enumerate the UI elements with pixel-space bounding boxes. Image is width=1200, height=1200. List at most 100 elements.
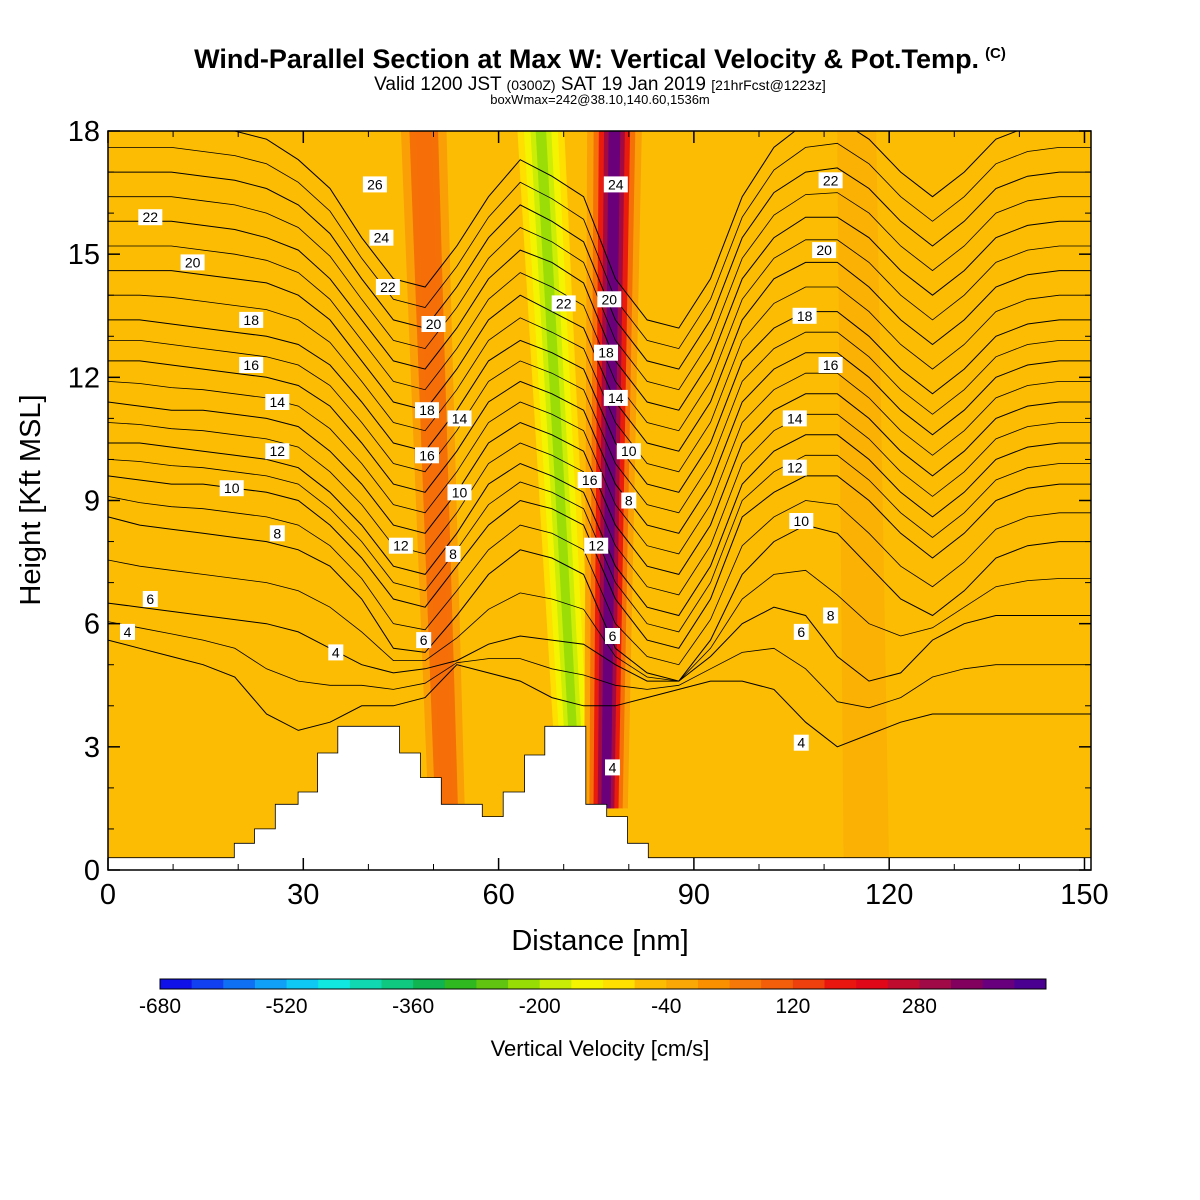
valid-date: SAT 19 Jan 2019 — [560, 74, 706, 95]
contour-label: 12 — [388, 537, 413, 554]
colorbar-swatch — [444, 979, 477, 989]
x-tick-label: 90 — [678, 879, 710, 911]
colorbar-swatch — [1014, 979, 1047, 989]
y-tick-label: 12 — [68, 362, 100, 394]
colorbar-swatch — [982, 979, 1015, 989]
svg-text:6: 6 — [146, 591, 154, 607]
chart-title: Wind-Parallel Section at Max W: Vertical… — [0, 44, 1200, 75]
valid-prefix: Valid 1200 JST — [374, 74, 502, 95]
colorbar-swatch — [634, 979, 667, 989]
theta-contour-16 — [108, 352, 1091, 534]
svg-text:10: 10 — [224, 480, 240, 496]
svg-text:20: 20 — [816, 242, 832, 258]
colorbar-tick-label: -200 — [519, 995, 561, 1018]
colorbar-swatch — [729, 979, 762, 989]
colorbar-tick-label: -360 — [392, 995, 434, 1018]
colorbar-swatch — [191, 979, 224, 989]
y-tick-label: 6 — [84, 609, 100, 641]
contour-label: 20 — [812, 242, 837, 259]
contour-label: 10 — [219, 480, 244, 497]
axes: 0 30 60 90 120 150 0 3 6 9 12 15 18 — [68, 116, 1109, 911]
contour-label: 10 — [789, 513, 814, 529]
svg-text:8: 8 — [273, 525, 281, 541]
contour-label: 18 — [239, 311, 264, 328]
vertical-velocity-field — [108, 131, 1091, 870]
colorbar-swatch — [761, 979, 794, 989]
contour-label: 10 — [447, 484, 472, 501]
contour-label: 12 — [782, 459, 807, 476]
colorbar: -680 -520 -360 -200 -40 120 280 — [139, 978, 1047, 1018]
contour-label: 22 — [138, 209, 163, 226]
contour-label: 4 — [328, 644, 344, 661]
forecast-info: [21hrFcst@1223z] — [711, 77, 826, 93]
y-tick-label: 3 — [84, 732, 100, 764]
colorbar-swatch — [413, 979, 446, 989]
x-tick-label: 150 — [1060, 879, 1108, 911]
svg-text:10: 10 — [794, 513, 810, 529]
svg-text:4: 4 — [797, 735, 805, 751]
svg-text:18: 18 — [598, 345, 614, 361]
utc-time: (0300Z) — [506, 77, 556, 93]
svg-text:16: 16 — [419, 447, 435, 463]
contour-label: 16 — [577, 472, 602, 488]
theta-contour-minor — [108, 496, 1091, 666]
colorbar-swatch — [508, 979, 541, 989]
contour-label: 22 — [375, 279, 400, 295]
theta-contour-26 — [230, 131, 1019, 329]
contour-label: 18 — [415, 402, 439, 419]
y-tick-label: 9 — [84, 486, 100, 518]
x-axis-label: Distance [nm] — [511, 925, 688, 957]
contour-label: 22 — [551, 295, 576, 312]
contour-label: 12 — [265, 443, 290, 460]
terrain-profile — [107, 725, 1092, 871]
colorbar-swatch — [603, 979, 636, 989]
svg-text:16: 16 — [823, 357, 839, 373]
svg-text:12: 12 — [393, 538, 409, 554]
theta-contour-12 — [108, 434, 1091, 617]
y-axis-label: Height [Kft MSL] — [15, 394, 47, 605]
contour-label: 18 — [594, 344, 618, 361]
valid-time-line: Valid 1200 JST (0300Z) SAT 19 Jan 2019 [… — [0, 74, 1200, 96]
svg-text:16: 16 — [582, 472, 598, 488]
contour-label: 10 — [616, 443, 641, 460]
colorbar-tick-label: -520 — [266, 995, 308, 1018]
svg-text:14: 14 — [608, 390, 624, 406]
contour-label: 8 — [269, 525, 285, 542]
contour-label: 24 — [369, 229, 394, 246]
svg-text:4: 4 — [609, 759, 617, 775]
svg-text:18: 18 — [797, 308, 813, 324]
chart-title-text: Wind-Parallel Section at Max W: Vertical… — [194, 44, 980, 74]
contour-label: 18 — [792, 307, 817, 324]
secondary-ascent-band-2 — [415, 131, 453, 809]
x-tick-label: 120 — [865, 879, 913, 911]
theta-contour-minor — [108, 239, 1091, 432]
y-tick-label: 18 — [68, 116, 100, 148]
svg-text:6: 6 — [420, 632, 428, 648]
svg-text:16: 16 — [243, 357, 259, 373]
svg-text:8: 8 — [827, 608, 835, 624]
svg-text:22: 22 — [823, 172, 839, 188]
contour-label: 22 — [818, 172, 843, 189]
colorbar-swatch — [951, 979, 984, 989]
contour-label: 6 — [793, 623, 809, 640]
svg-text:12: 12 — [270, 443, 286, 459]
svg-text:4: 4 — [332, 644, 340, 660]
svg-text:18: 18 — [419, 402, 435, 418]
colorbar-swatch — [697, 979, 731, 989]
svg-text:14: 14 — [452, 410, 468, 426]
theta-contour-20 — [108, 261, 1091, 452]
svg-text:6: 6 — [609, 628, 617, 644]
contour-label: 8 — [823, 607, 839, 624]
descent-band-3 — [535, 131, 581, 809]
x-tick-label: 0 — [100, 879, 116, 911]
colorbar-swatch — [919, 979, 952, 989]
svg-text:14: 14 — [270, 394, 286, 410]
colorbar-swatch — [286, 979, 319, 989]
theta-contour-22 — [108, 216, 1091, 411]
svg-text:22: 22 — [143, 209, 159, 225]
svg-text:24: 24 — [608, 176, 624, 192]
colorbar-tick-label: -680 — [139, 995, 181, 1018]
contour-label: 26 — [362, 176, 387, 193]
svg-text:20: 20 — [602, 291, 618, 307]
